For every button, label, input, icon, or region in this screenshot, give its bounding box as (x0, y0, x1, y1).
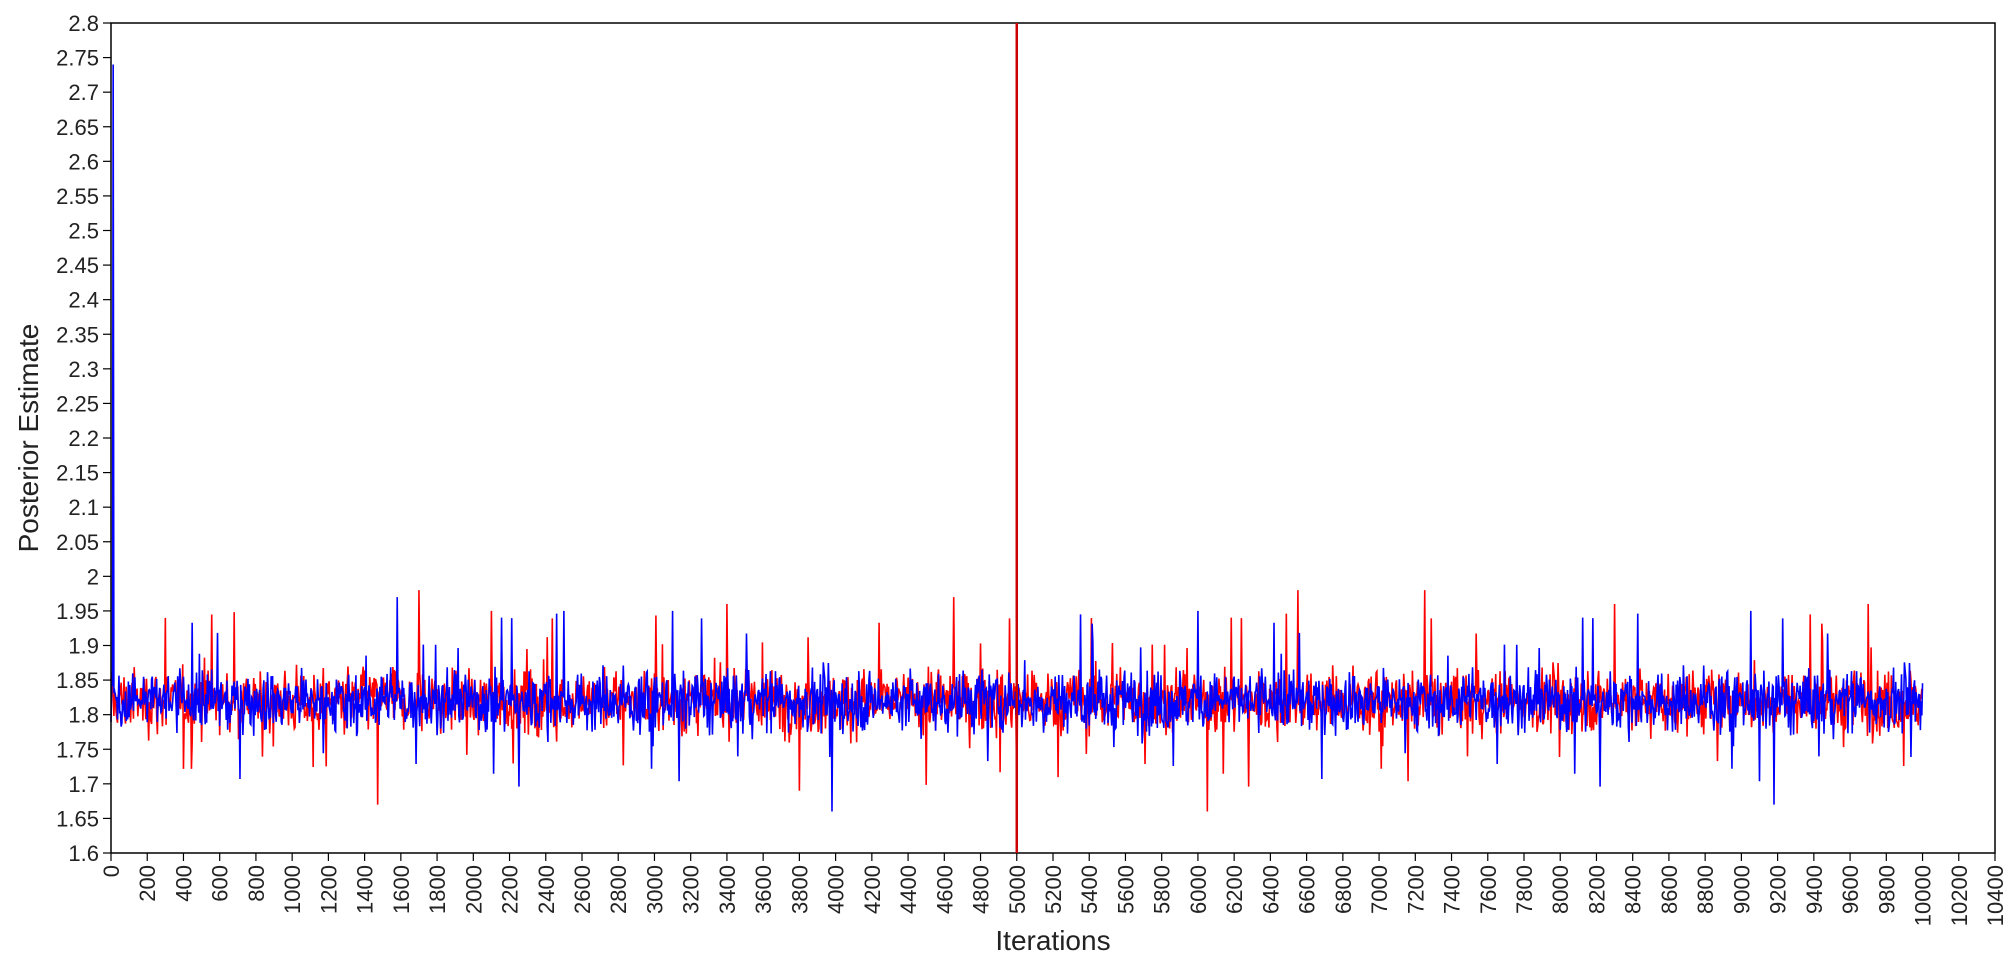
y-tick-label: 1.8 (68, 703, 99, 728)
x-tick-label: 3200 (679, 865, 704, 914)
x-tick-label: 4400 (896, 865, 921, 914)
x-tick-label: 1600 (389, 865, 414, 914)
x-tick-label: 5600 (1113, 865, 1138, 914)
y-axis: 1.6 1.65 1.7 1.75 1.8 1.85 1.9 1.95 2 2.05 2.1 2.15… (56, 11, 111, 866)
x-tick-label: 7800 (1512, 865, 1537, 914)
x-tick-label: 5400 (1077, 865, 1102, 914)
x-tick-label: 2600 (570, 865, 595, 914)
x-tick-label: 8600 (1657, 865, 1682, 914)
x-tick-label: 3800 (787, 865, 812, 914)
y-tick-label: 2.55 (56, 184, 99, 209)
x-tick-label: 10200 (1947, 865, 1972, 926)
y-tick-label: 1.75 (56, 737, 99, 762)
x-tick-label: 9000 (1729, 865, 1754, 914)
x-tick-label: 200 (135, 865, 160, 902)
x-tick-label: 1800 (425, 865, 450, 914)
x-tick-label: 2400 (534, 865, 559, 914)
x-tick-label: 9200 (1766, 865, 1791, 914)
x-tick-label: 10400 (1983, 865, 2008, 926)
y-tick-label: 2.4 (68, 288, 99, 313)
y-tick-label: 2.05 (56, 530, 99, 555)
y-tick-label: 1.7 (68, 772, 99, 797)
x-tick-label: 6800 (1331, 865, 1356, 914)
x-tick-label: 5000 (1005, 865, 1030, 914)
y-tick-label: 1.65 (56, 806, 99, 831)
x-tick-label: 600 (208, 865, 233, 902)
y-tick-label: 2.5 (68, 219, 99, 244)
x-tick-label: 800 (244, 865, 269, 902)
x-axis: 0 200 400 600 800 1000 1200 1400 1600 1800 2000 220… (99, 853, 2008, 926)
x-tick-label: 0 (99, 865, 124, 877)
x-tick-label: 9400 (1802, 865, 1827, 914)
y-tick-label: 2.6 (68, 149, 99, 174)
x-tick-label: 8400 (1621, 865, 1646, 914)
x-tick-label: 8000 (1548, 865, 1573, 914)
x-tick-label: 6600 (1295, 865, 1320, 914)
y-tick-label: 2.7 (68, 80, 99, 105)
y-tick-label: 2.35 (56, 322, 99, 347)
x-tick-label: 8200 (1584, 865, 1609, 914)
y-tick-label: 1.9 (68, 634, 99, 659)
y-tick-label: 2.65 (56, 115, 99, 140)
x-tick-label: 3400 (715, 865, 740, 914)
x-tick-label: 6200 (1222, 865, 1247, 914)
y-tick-label: 2.8 (68, 11, 99, 36)
y-tick-label: 2 (87, 564, 99, 589)
y-tick-label: 2.25 (56, 391, 99, 416)
y-tick-label: 2.3 (68, 357, 99, 382)
x-tick-label: 6400 (1258, 865, 1283, 914)
x-tick-label: 400 (171, 865, 196, 902)
x-tick-label: 4000 (824, 865, 849, 914)
x-tick-label: 9800 (1874, 865, 1899, 914)
x-tick-label: 1200 (316, 865, 341, 914)
x-tick-label: 2800 (606, 865, 631, 914)
x-tick-label: 10000 (1911, 865, 1936, 926)
x-tick-label: 3600 (751, 865, 776, 914)
x-tick-label: 4800 (969, 865, 994, 914)
plot-frame (110, 22, 1996, 854)
x-tick-label: 3000 (642, 865, 667, 914)
x-tick-label: 7200 (1403, 865, 1428, 914)
y-axis-label: Posterior Estimate (13, 324, 44, 553)
y-tick-label: 1.85 (56, 668, 99, 693)
x-tick-label: 2000 (461, 865, 486, 914)
y-tick-label: 1.6 (68, 841, 99, 866)
x-tick-label: 4200 (860, 865, 885, 914)
y-tick-label: 2.75 (56, 46, 99, 71)
x-tick-label: 2200 (498, 865, 523, 914)
y-tick-label: 2.45 (56, 253, 99, 278)
x-axis-label: Iterations (995, 925, 1110, 956)
x-tick-label: 7000 (1367, 865, 1392, 914)
x-tick-label: 5800 (1150, 865, 1175, 914)
y-tick-label: 2.15 (56, 461, 99, 486)
x-tick-label: 9600 (1838, 865, 1863, 914)
x-tick-label: 6000 (1186, 865, 1211, 914)
y-tick-label: 2.2 (68, 426, 99, 451)
x-tick-label: 1400 (353, 865, 378, 914)
x-tick-label: 1000 (280, 865, 305, 914)
y-tick-label: 2.1 (68, 495, 99, 520)
x-tick-label: 7400 (1440, 865, 1465, 914)
x-tick-label: 4600 (932, 865, 957, 914)
x-tick-label: 7600 (1476, 865, 1501, 914)
x-tick-label: 8800 (1693, 865, 1718, 914)
y-tick-label: 1.95 (56, 599, 99, 624)
x-tick-label: 5200 (1041, 865, 1066, 914)
